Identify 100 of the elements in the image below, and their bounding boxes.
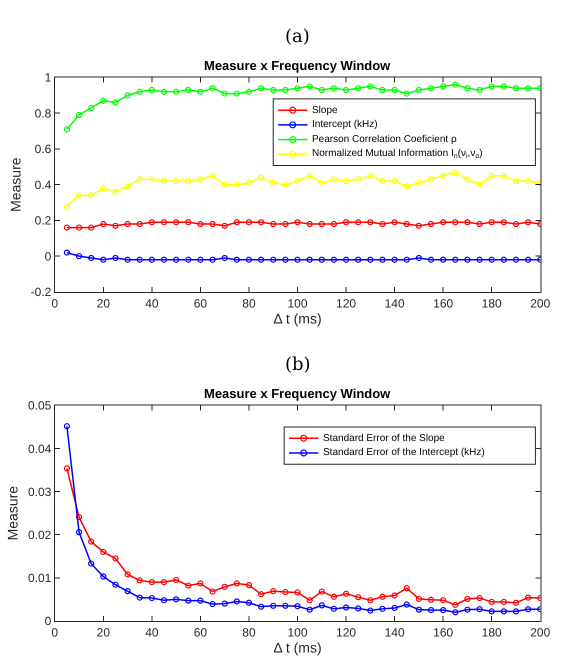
- point: [112, 222, 119, 229]
- point: [476, 86, 483, 94]
- chart-title: Measure x Frequency Window: [204, 386, 392, 401]
- point: [185, 256, 192, 263]
- point: [64, 465, 70, 472]
- point: [379, 256, 386, 263]
- point: [246, 582, 252, 588]
- point: [100, 548, 106, 556]
- point: [270, 180, 276, 186]
- point: [512, 220, 520, 228]
- point: [282, 602, 288, 609]
- point: [488, 83, 495, 90]
- point: [76, 224, 82, 231]
- point: [64, 224, 70, 231]
- point: [464, 176, 471, 182]
- point: [392, 604, 398, 612]
- point: [464, 85, 471, 92]
- x-tick-label: 60: [194, 625, 208, 640]
- point: [258, 604, 264, 610]
- point: [64, 203, 70, 210]
- point: [76, 253, 82, 260]
- point: [100, 220, 106, 228]
- point: [88, 560, 94, 567]
- point: [246, 219, 252, 226]
- point: [160, 178, 168, 184]
- legend-label: Normalized Mutual Information I$_{n}$(ν$_{i}$,ν$_{o}$): [312, 148, 483, 160]
- x-tick-label: 120: [336, 625, 356, 640]
- point: [246, 88, 252, 95]
- point: [234, 580, 240, 586]
- point: [282, 182, 288, 188]
- x-tick-label: 160: [433, 296, 454, 310]
- point: [136, 220, 143, 228]
- legend-label: Intercept (kHz): [312, 119, 378, 130]
- point: [379, 594, 386, 600]
- point: [440, 172, 446, 179]
- point: [404, 256, 410, 263]
- point: [416, 180, 422, 186]
- point: [500, 598, 507, 606]
- point: [512, 600, 520, 606]
- point: [404, 220, 410, 228]
- point: [222, 90, 228, 97]
- point: [185, 219, 192, 226]
- point: [209, 85, 216, 92]
- x-tick-label: 80: [242, 296, 256, 310]
- point: [306, 606, 313, 613]
- point: [222, 600, 228, 607]
- point: [404, 585, 410, 592]
- y-axis-title: Measure: [7, 157, 24, 212]
- point: [124, 92, 131, 98]
- point: [173, 256, 180, 263]
- point: [76, 514, 82, 520]
- point: [452, 256, 458, 263]
- y-tick-label: 0.2: [34, 214, 52, 228]
- point: [488, 172, 495, 179]
- point: [173, 596, 180, 602]
- point: [246, 600, 252, 606]
- point: [88, 104, 94, 111]
- text: (a): [285, 26, 310, 47]
- point: [416, 606, 422, 613]
- point: [197, 598, 204, 604]
- point: [392, 86, 398, 94]
- point: [185, 598, 192, 604]
- point: [246, 180, 252, 186]
- point: [416, 254, 422, 262]
- point: [367, 607, 374, 614]
- point: [330, 594, 338, 600]
- point: [136, 594, 143, 601]
- x-tick-label: 40: [145, 296, 159, 310]
- point: [404, 601, 410, 608]
- point: [88, 224, 94, 231]
- point: [294, 178, 301, 184]
- point: [294, 219, 301, 226]
- point: [234, 219, 240, 226]
- point: [306, 220, 313, 228]
- point: [428, 220, 434, 228]
- point: [464, 256, 471, 263]
- y-tick-label: 0: [44, 614, 52, 628]
- point: [222, 222, 228, 229]
- point: [209, 256, 216, 263]
- point: [100, 573, 106, 580]
- point: [112, 188, 119, 195]
- point: [452, 82, 458, 88]
- point: [355, 219, 362, 226]
- point: [379, 178, 386, 184]
- y-tick-label: 0.02: [28, 528, 52, 542]
- y-tick-label: -0.2: [30, 285, 52, 300]
- point: [440, 256, 446, 263]
- point: [136, 577, 143, 584]
- point: [258, 219, 264, 226]
- point: [88, 254, 94, 262]
- point: [76, 192, 82, 199]
- y-tick-label: 0.4: [34, 178, 52, 192]
- point: [440, 597, 446, 604]
- chart-title: Measure x Frequency Window: [204, 58, 392, 73]
- point: [173, 178, 180, 184]
- point: [488, 256, 495, 263]
- point: [452, 602, 458, 608]
- legend-label: Standard Error of the Intercept (kHz): [323, 447, 485, 458]
- point: [197, 256, 204, 263]
- point: [100, 98, 106, 104]
